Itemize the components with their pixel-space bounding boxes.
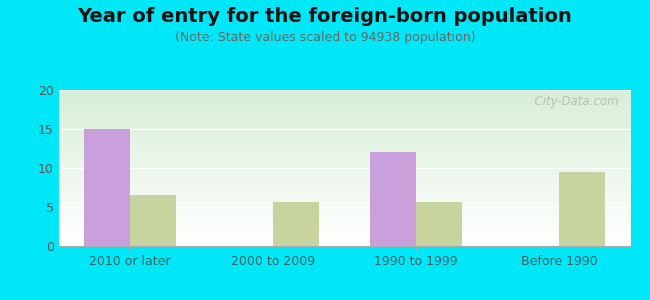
Bar [559, 172, 604, 246]
Text: Year of entry for the foreign-born population: Year of entry for the foreign-born popul… [77, 8, 573, 26]
Text: (Note: State values scaled to 94938 population): (Note: State values scaled to 94938 popu… [175, 32, 475, 44]
Bar [84, 129, 130, 246]
Bar [370, 152, 416, 246]
Bar [273, 202, 318, 246]
Text: City-Data.com: City-Data.com [527, 95, 619, 108]
Bar [130, 195, 176, 246]
Bar [416, 202, 462, 246]
